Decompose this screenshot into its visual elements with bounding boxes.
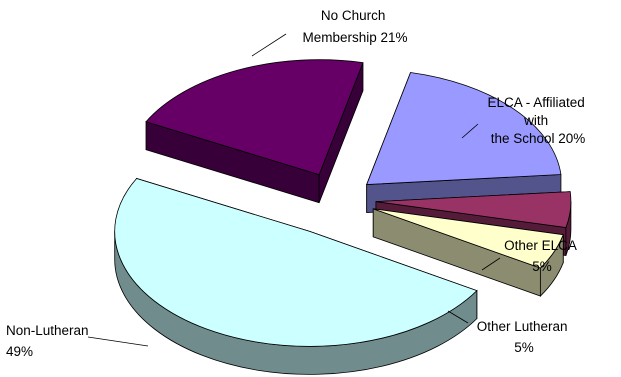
leader-elca-affiliated	[461, 123, 479, 139]
leader-other-lutheran	[447, 310, 469, 324]
label-other-lutheran: Other Lutheran 5%	[477, 319, 572, 355]
leader-other-elca	[481, 257, 501, 271]
slice-non-lutheran-top	[114, 178, 478, 347]
label-non-lutheran: Non-Lutheran 49%	[6, 323, 92, 359]
slice-no-church-top	[145, 59, 364, 176]
label-other-elca: Other ELCA 5%	[504, 238, 580, 274]
slice-labels: ELCA - Affiliated with the School 20% Ot…	[6, 8, 588, 359]
leader-non-lutheran	[87, 336, 149, 347]
leader-no-church	[251, 33, 287, 57]
label-no-church: No Church Membership 21%	[302, 8, 407, 45]
slice-no-church	[145, 59, 364, 204]
leader-lines	[87, 33, 501, 347]
label-elca-affiliated: ELCA - Affiliated with the School 20%	[487, 95, 588, 146]
slice-other-lutheran-top	[373, 208, 564, 269]
pie-slices	[114, 59, 572, 375]
slice-elca-affiliated-top	[366, 72, 562, 185]
slice-non-lutheran	[114, 177, 478, 375]
slice-other-elca-top	[375, 191, 572, 228]
slice-other-lutheran	[372, 208, 564, 298]
